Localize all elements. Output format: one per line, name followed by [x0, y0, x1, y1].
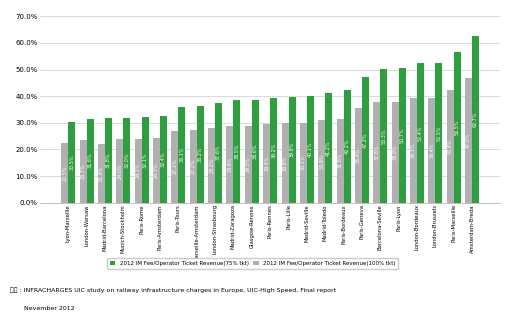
- Bar: [300, 123, 307, 203]
- Bar: [208, 128, 215, 203]
- Bar: [318, 120, 325, 203]
- Text: 36.1%: 36.1%: [179, 147, 184, 163]
- Text: 29.4%: 29.4%: [264, 156, 269, 171]
- Text: 62.7%: 62.7%: [473, 112, 478, 127]
- Bar: [270, 98, 277, 203]
- Bar: [282, 123, 288, 203]
- Text: 35.4%: 35.4%: [356, 148, 361, 164]
- Text: 24.1%: 24.1%: [136, 163, 141, 179]
- Text: 23.7%: 23.7%: [81, 164, 86, 179]
- Bar: [380, 69, 387, 203]
- Bar: [263, 125, 270, 203]
- Bar: [233, 100, 240, 203]
- Text: 28.2%: 28.2%: [209, 157, 214, 173]
- Text: 32.4%: 32.4%: [161, 152, 166, 167]
- Text: 50.7%: 50.7%: [399, 128, 405, 143]
- Text: 38.5%: 38.5%: [234, 144, 239, 159]
- Bar: [392, 102, 398, 203]
- Bar: [325, 93, 332, 203]
- Text: 52.5%: 52.5%: [436, 125, 441, 141]
- Text: 39.4%: 39.4%: [429, 143, 434, 158]
- Bar: [142, 117, 148, 203]
- Bar: [355, 109, 362, 203]
- Text: 32.0%: 32.0%: [124, 152, 129, 168]
- Text: 31.6%: 31.6%: [87, 153, 92, 168]
- Bar: [343, 90, 350, 203]
- Bar: [98, 145, 105, 203]
- Bar: [245, 126, 252, 203]
- Bar: [171, 130, 178, 203]
- Text: 37.6%: 37.6%: [216, 145, 221, 161]
- Bar: [215, 103, 222, 203]
- Bar: [337, 119, 343, 203]
- Text: 28.9%: 28.9%: [227, 157, 232, 172]
- Bar: [453, 52, 461, 203]
- Bar: [398, 68, 406, 203]
- Text: 29.8%: 29.8%: [282, 155, 287, 171]
- Text: 27.2%: 27.2%: [191, 159, 196, 174]
- Bar: [135, 139, 142, 203]
- Bar: [307, 96, 314, 203]
- Bar: [226, 126, 233, 203]
- Bar: [435, 63, 442, 203]
- Bar: [61, 143, 68, 203]
- Text: 37.8%: 37.8%: [374, 145, 379, 160]
- Text: Nevember 2012: Nevember 2012: [10, 306, 75, 311]
- Text: 29.0%: 29.0%: [246, 156, 251, 172]
- Bar: [178, 107, 185, 203]
- Bar: [362, 77, 369, 203]
- Text: 24.0%: 24.0%: [117, 163, 122, 179]
- Bar: [288, 97, 295, 203]
- Text: 30.1%: 30.1%: [301, 155, 306, 170]
- Bar: [160, 116, 167, 203]
- Bar: [197, 106, 204, 203]
- Text: 39.3%: 39.3%: [411, 143, 416, 158]
- Bar: [417, 63, 424, 203]
- Text: 30.5%: 30.5%: [69, 154, 74, 170]
- Text: 47.2%: 47.2%: [363, 132, 368, 148]
- Bar: [190, 130, 197, 203]
- Text: 21.9%: 21.9%: [99, 166, 104, 181]
- Bar: [410, 98, 417, 203]
- Text: 38.0%: 38.0%: [393, 145, 397, 160]
- Bar: [116, 139, 123, 203]
- Text: 38.6%: 38.6%: [253, 144, 258, 159]
- Text: 40.1%: 40.1%: [308, 142, 313, 157]
- Bar: [465, 77, 472, 203]
- Text: 27.1%: 27.1%: [172, 159, 177, 174]
- Bar: [447, 90, 453, 203]
- Bar: [153, 138, 160, 203]
- Legend: 2012 IM Fee/Operator Ticket Revenue(75% tkt), 2012 IM Fee/Operator Ticket Revenu: 2012 IM Fee/Operator Ticket Revenue(75% …: [107, 258, 398, 269]
- Text: 31.6%: 31.6%: [338, 153, 342, 168]
- Text: 30.9%: 30.9%: [319, 154, 324, 169]
- Bar: [87, 119, 93, 203]
- Text: 42.2%: 42.2%: [344, 139, 349, 154]
- Bar: [373, 102, 380, 203]
- Text: 36.2%: 36.2%: [198, 147, 203, 162]
- Text: 22.5%: 22.5%: [62, 165, 67, 181]
- Text: 39.2%: 39.2%: [271, 143, 276, 158]
- Text: 52.4%: 52.4%: [418, 125, 423, 141]
- Text: 32.1%: 32.1%: [143, 152, 147, 168]
- Text: 41.2%: 41.2%: [326, 140, 331, 156]
- Text: 자료 : INFRACHARGES UIC study on railway infrastructure charges in Europe, UIC-Hig: 자료 : INFRACHARGES UIC study on railway i…: [10, 288, 336, 293]
- Text: 47.0%: 47.0%: [466, 132, 471, 148]
- Bar: [68, 122, 75, 203]
- Text: 42.4%: 42.4%: [448, 139, 453, 154]
- Bar: [428, 98, 435, 203]
- Bar: [472, 36, 479, 203]
- Bar: [252, 100, 259, 203]
- Bar: [80, 140, 87, 203]
- Text: 50.3%: 50.3%: [381, 128, 386, 144]
- Text: 39.8%: 39.8%: [289, 142, 294, 157]
- Bar: [105, 118, 112, 203]
- Bar: [123, 117, 130, 203]
- Text: 31.8%: 31.8%: [106, 153, 111, 168]
- Text: 56.5%: 56.5%: [454, 120, 460, 135]
- Text: 24.3%: 24.3%: [154, 163, 159, 178]
